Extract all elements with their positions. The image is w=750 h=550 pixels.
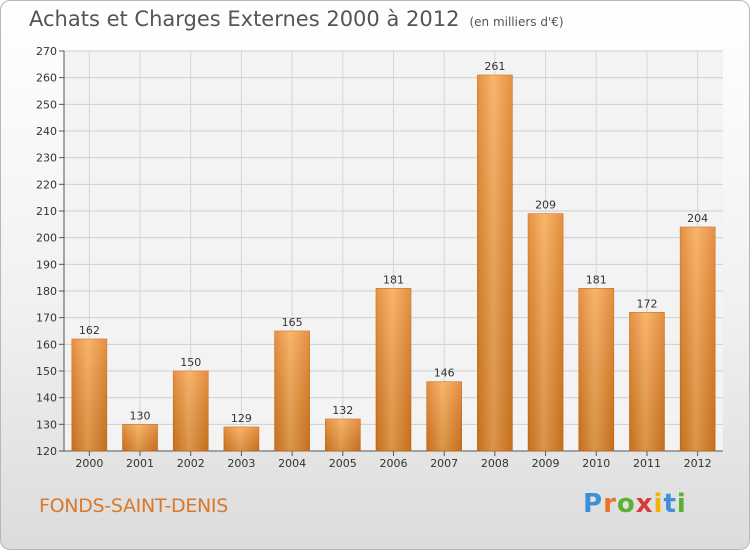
y-tick-label: 120 (36, 445, 57, 458)
logo-letter: t (663, 489, 677, 519)
x-tick-label: 2003 (227, 457, 255, 470)
y-tick-label: 190 (36, 258, 57, 271)
bar-value-label: 261 (484, 60, 505, 73)
y-tick-label: 150 (36, 365, 57, 378)
commune-name: FONDS-SAINT-DENIS (39, 495, 229, 517)
x-tick-label: 2004 (278, 457, 306, 470)
y-tick-label: 220 (36, 178, 57, 191)
x-tick-label: 2007 (430, 457, 458, 470)
logo-letter: o (616, 489, 636, 519)
bar-value-label: 165 (282, 316, 303, 329)
y-tick-label: 140 (36, 392, 57, 405)
proxiti-logo: Proxiti (583, 489, 687, 519)
bar-shading (477, 75, 513, 451)
bar-shading (274, 331, 310, 451)
logo-letter: i (653, 489, 664, 519)
x-tick-label: 2006 (380, 457, 408, 470)
x-tick-label: 2000 (75, 457, 103, 470)
bar-value-label: 146 (434, 367, 455, 380)
title-text: Achats et Charges Externes 2000 à 2012 (29, 7, 460, 31)
bar-shading (173, 371, 209, 451)
y-tick-label: 200 (36, 232, 57, 245)
x-tick-label: 2008 (481, 457, 509, 470)
y-tick-label: 160 (36, 338, 57, 351)
bar-value-label: 130 (130, 409, 151, 422)
x-tick-label: 2005 (329, 457, 357, 470)
y-tick-label: 260 (36, 72, 57, 85)
y-tick-label: 240 (36, 125, 57, 138)
bar-shading (426, 381, 462, 451)
axis-layer: 120 130 140 150 160 170 180 190 200 210 220 230 240 2… (36, 45, 723, 470)
chart-subtitle: (en milliers d'€) (469, 15, 564, 29)
logo-letter: r (603, 489, 617, 519)
bar-shading (223, 427, 259, 451)
y-tick-label: 210 (36, 205, 57, 218)
y-tick-label: 270 (36, 45, 57, 58)
y-tick-label: 130 (36, 418, 57, 431)
bar-value-label: 150 (180, 356, 201, 369)
bar-value-label: 172 (636, 297, 657, 310)
x-tick-label: 2010 (582, 457, 610, 470)
logo-letter: i (676, 489, 687, 519)
bar-shading (71, 339, 107, 451)
bar-shading (629, 312, 665, 451)
bar-value-label: 129 (231, 412, 252, 425)
x-tick-label: 2009 (532, 457, 560, 470)
bar-shading (680, 227, 716, 451)
bar-shading (528, 213, 564, 451)
y-tick-label: 180 (36, 285, 57, 298)
x-tick-label: 2012 (684, 457, 712, 470)
bar-shading (376, 288, 411, 451)
bar-value-label: 181 (383, 273, 404, 286)
y-tick-label: 170 (36, 312, 57, 325)
bar-value-label: 209 (535, 199, 556, 212)
x-tick-label: 2011 (633, 457, 661, 470)
bar-shading (578, 288, 614, 451)
logo-letter: x (635, 489, 654, 519)
y-tick-label: 230 (36, 152, 57, 165)
x-tick-label: 2002 (177, 457, 205, 470)
chart-title: Achats et Charges Externes 2000 à 2012 (e… (29, 7, 564, 31)
y-tick-label: 250 (36, 98, 57, 111)
bar-shading (122, 424, 158, 451)
x-tick-label: 2001 (126, 457, 154, 470)
logo-letter: P (583, 489, 604, 519)
bar-value-label: 132 (332, 404, 353, 417)
bar-layer (71, 74, 716, 452)
bar-value-label: 162 (79, 324, 100, 337)
label-layer: 162 130 150 129 165 132 181 146 261 209 181 172 204 (79, 60, 708, 425)
bar-value-label: 204 (687, 212, 708, 225)
bar-value-label: 181 (586, 273, 607, 286)
bar-shading (325, 419, 361, 451)
